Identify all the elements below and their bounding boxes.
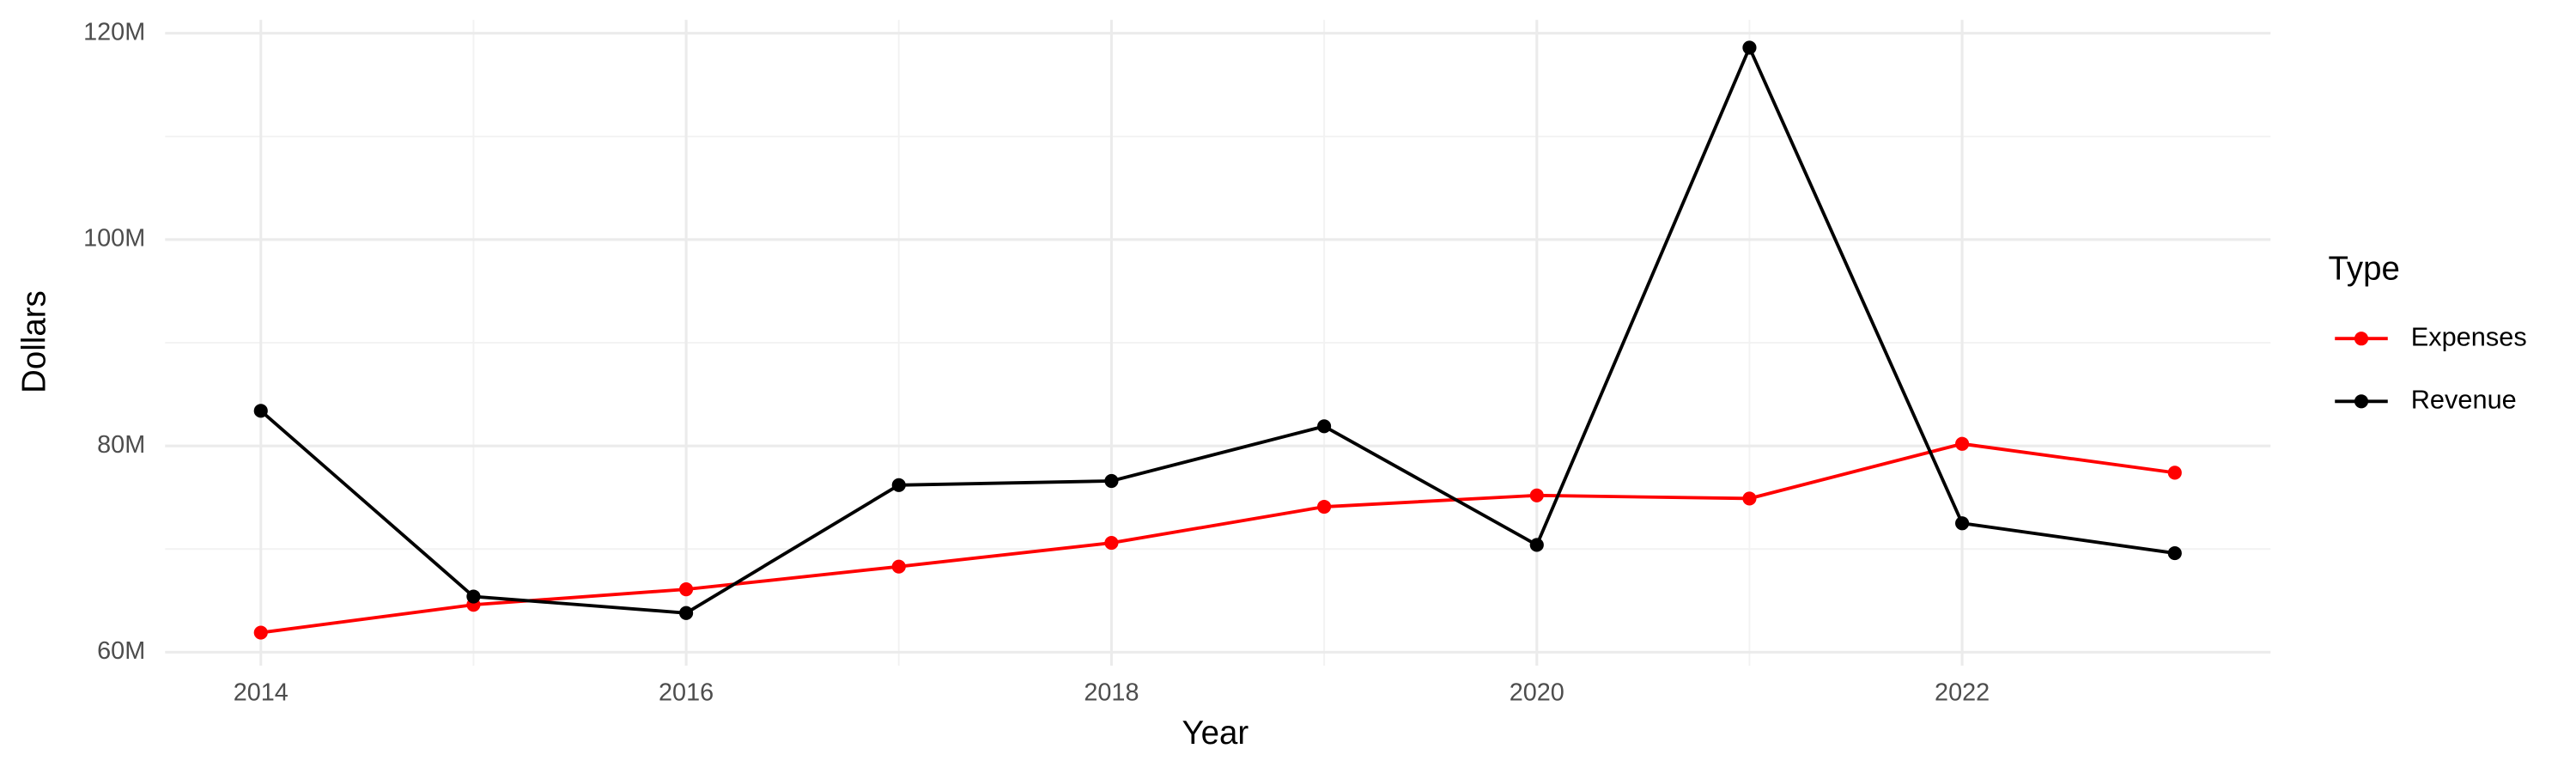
point: [1529, 488, 1544, 502]
legend-label: Revenue: [2411, 384, 2517, 414]
x-axis-title: Year: [1182, 715, 1249, 752]
legend-key-point: [2354, 394, 2369, 409]
y-tick-label: 80M: [97, 431, 145, 459]
y-tick-label: 100M: [83, 225, 145, 253]
point: [466, 589, 481, 604]
point: [891, 478, 906, 492]
point: [1317, 419, 1332, 434]
point: [891, 559, 906, 574]
y-tick-label: 120M: [83, 18, 145, 46]
point: [679, 606, 694, 620]
series: [253, 436, 2182, 640]
legend-key-point: [2354, 332, 2369, 346]
point: [1955, 436, 1970, 451]
point: [2167, 466, 2182, 480]
series: [253, 40, 2182, 620]
point: [1742, 40, 1757, 55]
point: [253, 404, 268, 418]
x-tick-label: 2022: [1935, 679, 1990, 706]
legend-title: Type: [2329, 251, 2400, 288]
point: [1742, 491, 1757, 506]
point: [1955, 516, 1970, 531]
y-axis-title: Dollars: [15, 290, 52, 393]
point: [1104, 535, 1119, 551]
x-tick-label: 2020: [1510, 679, 1564, 706]
y-tick-label: 60M: [97, 637, 145, 665]
point: [253, 625, 268, 640]
point: [1104, 473, 1119, 489]
line: [259, 43, 2176, 615]
point: [1529, 538, 1544, 552]
point: [2167, 545, 2182, 561]
x-tick-label: 2016: [659, 679, 714, 706]
point: [1317, 499, 1332, 514]
x-tick-label: 2018: [1084, 679, 1139, 706]
x-tick-label: 2014: [234, 679, 289, 706]
legend-label: Expenses: [2411, 321, 2527, 351]
point: [679, 582, 694, 597]
grid: [165, 20, 2271, 666]
line: [260, 441, 2176, 635]
